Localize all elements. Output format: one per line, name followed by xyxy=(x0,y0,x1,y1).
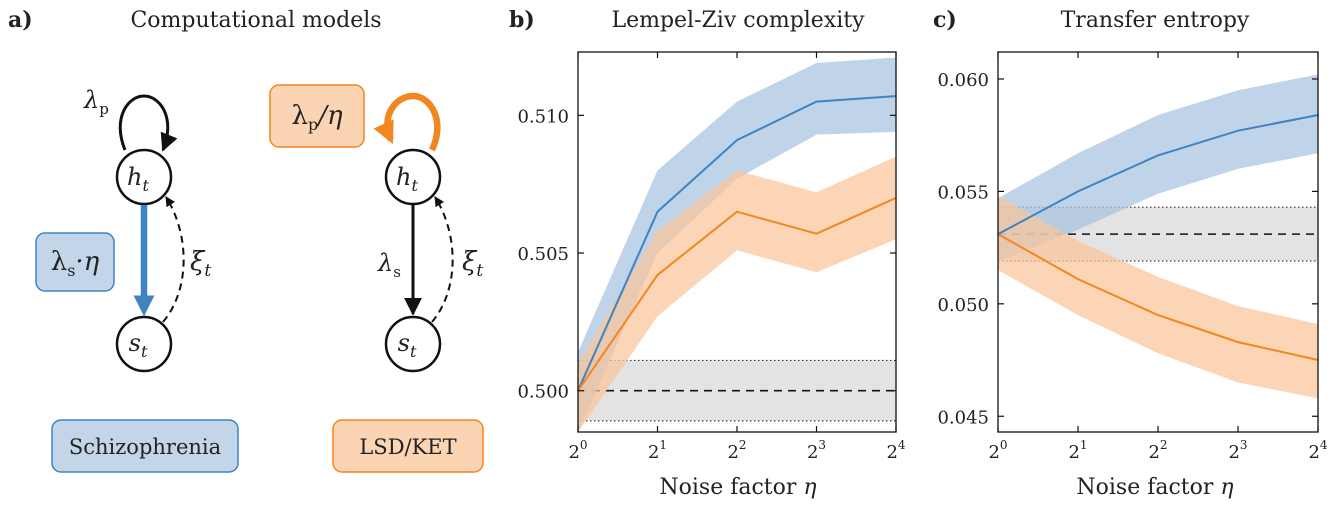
panel-a-title: Computational models xyxy=(130,8,381,33)
chart-c-series-1-point xyxy=(1237,341,1239,343)
right-s-node xyxy=(384,315,442,373)
left-lambda-p-label: λp xyxy=(83,86,109,118)
panel-c-label: c) xyxy=(933,7,957,33)
chart-b-y-tick-label: 0.510 xyxy=(517,106,569,127)
chart-b-x-tick-label: 24 xyxy=(886,438,905,463)
left-xi-label: ξt xyxy=(190,247,211,281)
panel-c-title: Transfer entropy xyxy=(1061,8,1250,33)
right-self-loop-arrow xyxy=(373,92,441,152)
chart-c-series-1-point xyxy=(1077,278,1079,280)
chart-c-x-tick-label: 24 xyxy=(1308,438,1327,463)
chart-b-series-1-band xyxy=(578,156,896,432)
chart-b-series-0-point xyxy=(815,100,818,103)
lsd-ket-box xyxy=(332,419,484,473)
right-h-node xyxy=(384,148,442,206)
panel-c-xlabel: Noise factor η xyxy=(1076,475,1233,500)
panel-a: a) Computational models λp ht ξt st λs·η… xyxy=(8,7,484,473)
chart-b-x-tick-label: 20 xyxy=(568,438,587,463)
chart-b-x-tick-label: 23 xyxy=(807,438,826,463)
panel-b-xlabel: Noise factor η xyxy=(659,475,816,500)
schizophrenia-label: Schizophrenia xyxy=(69,435,221,459)
panel-b: b) Lempel-Ziv complexity 0.500 0.505 0.510… xyxy=(509,7,906,500)
chart-c-series-1-band xyxy=(998,195,1318,399)
left-self-loop-arrow xyxy=(118,94,178,152)
chart-c-y-tick-label: 0.045 xyxy=(937,407,989,428)
left-modulation-text: λs·η xyxy=(51,247,100,280)
left-modulation-box xyxy=(35,232,115,292)
right-s-node-label: st xyxy=(398,329,417,361)
chart-b-series-0-point xyxy=(736,139,738,141)
chart-b-x-tick-label: 21 xyxy=(648,438,667,463)
right-modulation-box xyxy=(269,84,365,148)
panel-a-label: a) xyxy=(8,7,33,33)
chart-c-x-tick-label: 23 xyxy=(1228,438,1247,463)
right-dashed-xi-arrow xyxy=(431,196,454,323)
right-h-node-label: ht xyxy=(396,163,418,195)
chart-c-series-0-band xyxy=(998,74,1318,262)
chart-b-series-0-band xyxy=(578,57,896,432)
right-lambda-s-label: λs xyxy=(377,249,401,281)
chart-b-series-1-point xyxy=(815,232,818,235)
lsd-ket-label: LSD/KET xyxy=(359,435,456,459)
left-h-node-label: ht xyxy=(127,163,149,195)
chart-b-y-tick-label: 0.500 xyxy=(517,382,569,403)
chart-c-series-0-point xyxy=(1237,129,1239,132)
chart-b-series-1-point xyxy=(736,210,738,213)
left-model-diagram: λp ht ξt st λs·η Schizophrenia xyxy=(35,86,239,473)
chart-c-x-tick-label: 20 xyxy=(988,438,1007,463)
right-xi-label: ξt xyxy=(462,247,483,281)
chart-c-x-tick-label: 22 xyxy=(1148,438,1167,463)
chart-b-series-0-point xyxy=(656,210,659,213)
chart-b-series-1-point xyxy=(656,274,659,276)
panel-b-title: Lempel-Ziv complexity xyxy=(611,8,865,33)
chart-c-y-tick-label: 0.055 xyxy=(937,182,989,203)
chart-b-y-tick-label: 0.505 xyxy=(517,244,569,265)
left-dashed-xi-arrow xyxy=(162,196,185,323)
left-s-node-label: st xyxy=(129,329,148,361)
chart-c-y-tick-label: 0.050 xyxy=(937,295,989,316)
chart-b-x-tick-label: 22 xyxy=(727,438,746,463)
chart-c-series-1-point xyxy=(1157,314,1159,316)
left-h-node xyxy=(115,148,173,206)
chart-c-series-0-point xyxy=(1157,154,1159,157)
plot-c-area: 0.045 0.050 0.055 0.060 20 21 22 23 24 xyxy=(937,51,1328,463)
right-model-diagram: λp/η ht λs ξt st LSD/KET xyxy=(269,84,484,473)
panel-b-label: b) xyxy=(509,7,535,33)
chart-c-series-0-point xyxy=(1077,190,1079,193)
panel-c: c) Transfer entropy 0.045 0.050 0.055 0.060… xyxy=(933,7,1328,500)
chart-c-x-tick-label: 21 xyxy=(1068,438,1087,463)
right-modulation-text: λp/η xyxy=(291,101,342,134)
plot-b-area: 0.500 0.505 0.510 20 21 22 23 24 xyxy=(517,51,906,463)
chart-c-y-tick-label: 0.060 xyxy=(937,70,989,91)
left-s-node xyxy=(115,315,173,373)
schizophrenia-box xyxy=(51,419,239,473)
